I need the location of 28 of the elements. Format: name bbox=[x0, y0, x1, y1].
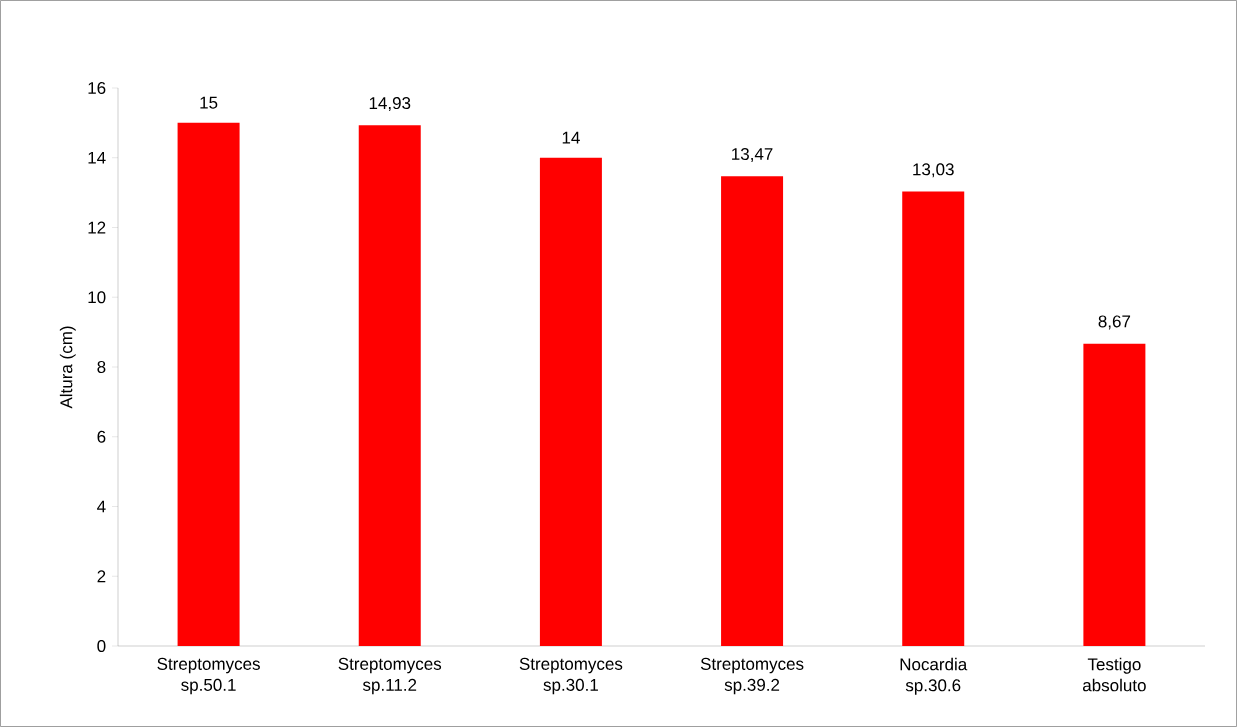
y-tick-label: 8 bbox=[97, 360, 106, 374]
y-tick-label: 10 bbox=[88, 291, 106, 304]
y-tick-label: 12 bbox=[88, 221, 106, 234]
x-tick-label: Testigo absoluto bbox=[1082, 657, 1146, 692]
data-label: 14 bbox=[562, 131, 580, 144]
x-tick-label: Streptomyces sp.11.2 bbox=[338, 657, 442, 695]
x-tick-label: Streptomyces sp.39.2 bbox=[700, 657, 804, 695]
data-label: 8,67 bbox=[1098, 315, 1131, 330]
data-label: 13,03 bbox=[913, 163, 954, 178]
y-tick-label: 0 bbox=[97, 639, 106, 653]
bar bbox=[539, 157, 602, 646]
y-tick-label: 16 bbox=[88, 81, 106, 95]
bar bbox=[721, 176, 784, 646]
y-tick-label: 4 bbox=[97, 500, 106, 513]
bar bbox=[1083, 343, 1146, 646]
y-tick-label: 2 bbox=[97, 570, 106, 583]
x-tick-label: Streptomyces sp.50.1 bbox=[157, 657, 260, 695]
x-tick-label: Streptomyces sp.30.1 bbox=[519, 657, 623, 695]
data-label: 13,47 bbox=[732, 147, 773, 163]
y-axis-title: Altura (cm) bbox=[59, 326, 76, 409]
data-label: 15 bbox=[200, 96, 218, 109]
bar bbox=[902, 191, 965, 646]
y-tick-label: 6 bbox=[97, 430, 106, 443]
bar bbox=[358, 125, 421, 646]
bar bbox=[177, 122, 240, 646]
data-label: 14,93 bbox=[369, 97, 411, 112]
y-tick-label: 14 bbox=[88, 151, 106, 164]
x-tick-label: Nocardia sp.30.6 bbox=[900, 657, 968, 695]
